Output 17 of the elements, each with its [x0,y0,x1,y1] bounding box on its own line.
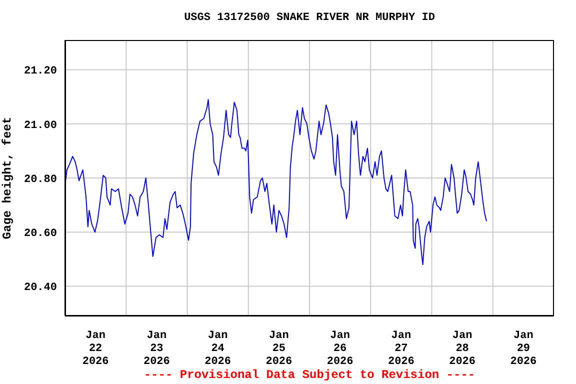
x-tick-label: Jan 29 2026 [510,330,537,368]
y-axis-title: Gage height, feet [0,116,14,240]
line-series [65,99,488,266]
x-tick-label: Jan 26 2026 [326,330,354,368]
chart-title: USGS 13172500 SNAKE RIVER NR MURPHY ID [183,12,436,24]
x-tick-label: Jan 22 2026 [82,330,109,368]
x-tick-label: Jan 27 2026 [388,330,414,368]
x-tick-label: Jan 28 2026 [449,330,476,368]
y-tick-label: 20.80 [24,174,57,186]
x-tick-label: Jan 24 2026 [204,330,232,368]
y-tick-label: 20.60 [24,228,57,240]
text: ---- Provisional Data Subject to Revision ---- [142,368,476,382]
y-tick-label: 21.00 [24,120,57,132]
y-tick-label: 20.40 [24,282,57,294]
y-tick-label: 21.20 [24,66,57,78]
x-tick-label: Jan 25 2026 [266,330,292,368]
x-tick-label: Jan 23 2026 [143,330,170,368]
